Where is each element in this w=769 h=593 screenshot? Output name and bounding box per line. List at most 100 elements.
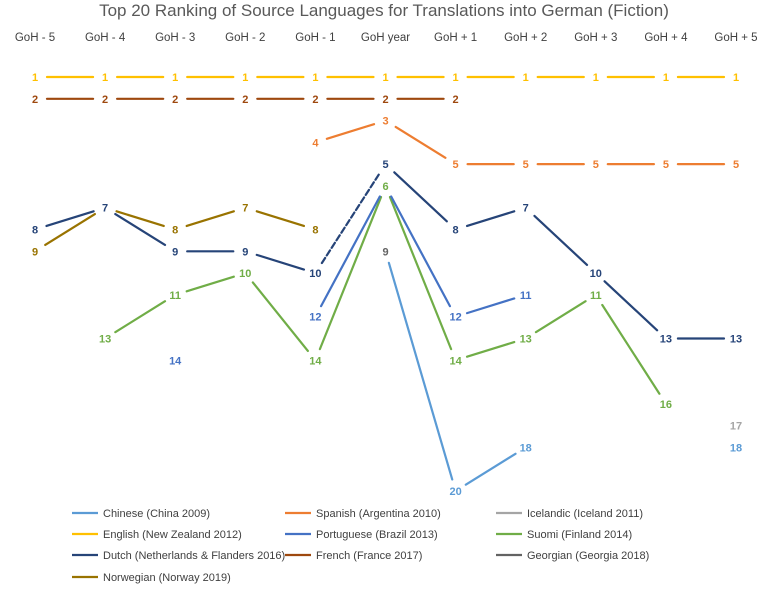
data-label-suomi-finland-2014: 14 (309, 355, 322, 367)
data-label-dutch-netherlands-flanders-2016: 13 (730, 333, 742, 345)
legend-label: Georgian (Georgia 2018) (527, 550, 649, 562)
data-label-portuguese-brazil-2013: 11 (520, 290, 532, 302)
x-tick-label: GoH - 5 (15, 32, 55, 44)
legend-entry-chinese-china-2009: Chinese (China 2009) (72, 508, 210, 520)
data-label-english-new-zealand-2012: 1 (523, 72, 529, 84)
legend-entry-spanish-argentina-2010: Spanish (Argentina 2010) (285, 508, 441, 520)
data-label-french-france-2017: 2 (242, 94, 248, 106)
line-segment-chinese-china-2009 (387, 261, 454, 481)
legend-label: Portuguese (Brazil 2013) (316, 529, 438, 541)
line-segment-dutch-netherlands-flanders-2016 (45, 210, 95, 228)
legend-label: English (New Zealand 2012) (103, 529, 242, 541)
x-tick-label: GoH - 4 (85, 32, 126, 44)
data-label-dutch-netherlands-flanders-2016: 5 (382, 159, 388, 171)
data-label-english-new-zealand-2012: 1 (312, 72, 318, 84)
data-label-dutch-netherlands-flanders-2016: 7 (523, 203, 529, 215)
legend-entry-icelandic-iceland-2011: Icelandic (Iceland 2011) (496, 508, 643, 520)
line-segment-suomi-finland-2014 (251, 281, 309, 353)
data-label-dutch-netherlands-flanders-2016: 9 (172, 246, 178, 258)
data-label-suomi-finland-2014: 6 (382, 181, 388, 193)
data-label-french-france-2017: 2 (32, 94, 38, 106)
x-tick-label: GoH - 2 (225, 32, 265, 44)
chart-title: Top 20 Ranking of Source Languages for T… (99, 1, 669, 20)
data-label-dutch-netherlands-flanders-2016: 10 (590, 268, 602, 280)
legend-entry-norwegian-norway-2019: Norwegian (Norway 2019) (72, 572, 231, 584)
line-segment-dutch-netherlands-flanders-2016 (320, 173, 381, 265)
legend-label: French (France 2017) (316, 550, 422, 562)
line-segment-dutch-netherlands-flanders-2016 (603, 280, 659, 332)
data-label-english-new-zealand-2012: 1 (242, 72, 248, 84)
data-label-suomi-finland-2014: 10 (239, 268, 251, 280)
data-label-english-new-zealand-2012: 1 (453, 72, 459, 84)
data-label-suomi-finland-2014: 11 (590, 290, 602, 302)
data-label-suomi-finland-2014: 13 (99, 333, 111, 345)
data-label-french-france-2017: 2 (172, 94, 178, 106)
line-segment-spanish-argentina-2010 (325, 123, 376, 140)
data-label-portuguese-brazil-2013: 12 (449, 312, 461, 324)
legend-label: Norwegian (Norway 2019) (103, 572, 231, 584)
data-label-dutch-netherlands-flanders-2016: 13 (660, 333, 672, 345)
data-label-suomi-finland-2014: 11 (169, 290, 181, 302)
data-label-spanish-argentina-2010: 5 (523, 159, 529, 171)
data-label-french-france-2017: 2 (382, 94, 388, 106)
line-segment-suomi-finland-2014 (185, 275, 235, 293)
data-label-norwegian-norway-2019: 9 (32, 246, 38, 258)
data-label-english-new-zealand-2012: 1 (382, 72, 388, 84)
data-label-dutch-netherlands-flanders-2016: 9 (242, 246, 248, 258)
line-segment-suomi-finland-2014 (601, 303, 661, 395)
line-segment-dutch-netherlands-flanders-2016 (255, 253, 306, 271)
data-label-suomi-finland-2014: 14 (449, 355, 462, 367)
line-segment-portuguese-brazil-2013 (465, 297, 516, 315)
data-label-french-france-2017: 2 (102, 94, 108, 106)
data-label-english-new-zealand-2012: 1 (663, 72, 669, 84)
line-segment-suomi-finland-2014 (388, 195, 453, 351)
data-label-spanish-argentina-2010: 5 (733, 159, 739, 171)
line-segment-portuguese-brazil-2013 (319, 195, 381, 308)
line-segment-suomi-finland-2014 (534, 300, 587, 334)
data-label-norwegian-norway-2019: 7 (242, 203, 248, 215)
data-label-spanish-argentina-2010: 5 (593, 159, 599, 171)
legend-entry-georgian-georgia-2018: Georgian (Georgia 2018) (496, 550, 649, 562)
data-label-english-new-zealand-2012: 1 (32, 72, 38, 84)
line-segment-norwegian-norway-2019 (185, 210, 235, 228)
data-label-english-new-zealand-2012: 1 (102, 72, 108, 84)
legend-entry-french-france-2017: French (France 2017) (285, 550, 422, 562)
data-label-english-new-zealand-2012: 1 (733, 72, 739, 84)
legend-label: Dutch (Netherlands & Flanders 2016) (103, 550, 285, 562)
x-tick-label: GoH year (361, 32, 410, 44)
data-label-english-new-zealand-2012: 1 (172, 72, 178, 84)
line-segment-norwegian-norway-2019 (44, 212, 97, 247)
data-label-portuguese-brazil-2013: 14 (169, 355, 182, 367)
data-label-spanish-argentina-2010: 4 (312, 137, 319, 149)
x-axis-ticks: GoH - 5 GoH - 4 GoH - 3 GoH - 2 GoH - 1 GoH y… (15, 32, 758, 44)
legend: Chinese (China 2009) Spanish (Argentina 2… (72, 508, 649, 584)
x-tick-label: GoH + 5 (714, 32, 757, 44)
line-segment-chinese-china-2009 (464, 452, 517, 486)
line-segment-suomi-finland-2014 (318, 195, 383, 351)
data-label-chinese-china-2009: 18 (730, 442, 742, 454)
line-segment-suomi-finland-2014 (465, 340, 516, 358)
data-label-spanish-argentina-2010: 5 (453, 159, 459, 171)
line-segment-portuguese-brazil-2013 (390, 195, 452, 308)
data-label-suomi-finland-2014: 13 (520, 333, 532, 345)
line-segment-spanish-argentina-2010 (394, 125, 447, 159)
line-segment-dutch-netherlands-flanders-2016 (533, 214, 589, 267)
x-tick-label: GoH + 1 (434, 32, 477, 44)
legend-label: Spanish (Argentina 2010) (316, 508, 441, 520)
data-label-icelandic-iceland-2011: 17 (730, 421, 742, 433)
data-label-dutch-netherlands-flanders-2016: 8 (32, 225, 38, 237)
line-segment-dutch-netherlands-flanders-2016 (465, 210, 516, 228)
x-tick-label: GoH - 3 (155, 32, 195, 44)
x-tick-label: GoH + 4 (644, 32, 688, 44)
data-label-norwegian-norway-2019: 8 (312, 225, 318, 237)
data-label-spanish-argentina-2010: 5 (663, 159, 669, 171)
legend-entry-english-new-zealand-2012: English (New Zealand 2012) (72, 529, 242, 541)
data-label-dutch-netherlands-flanders-2016: 10 (309, 268, 321, 280)
data-label-english-new-zealand-2012: 1 (593, 72, 599, 84)
data-label-norwegian-norway-2019: 8 (172, 225, 178, 237)
x-tick-label: GoH - 1 (295, 32, 335, 44)
data-label-chinese-china-2009: 18 (520, 442, 532, 454)
legend-entry-portuguese-brazil-2013: Portuguese (Brazil 2013) (285, 529, 438, 541)
